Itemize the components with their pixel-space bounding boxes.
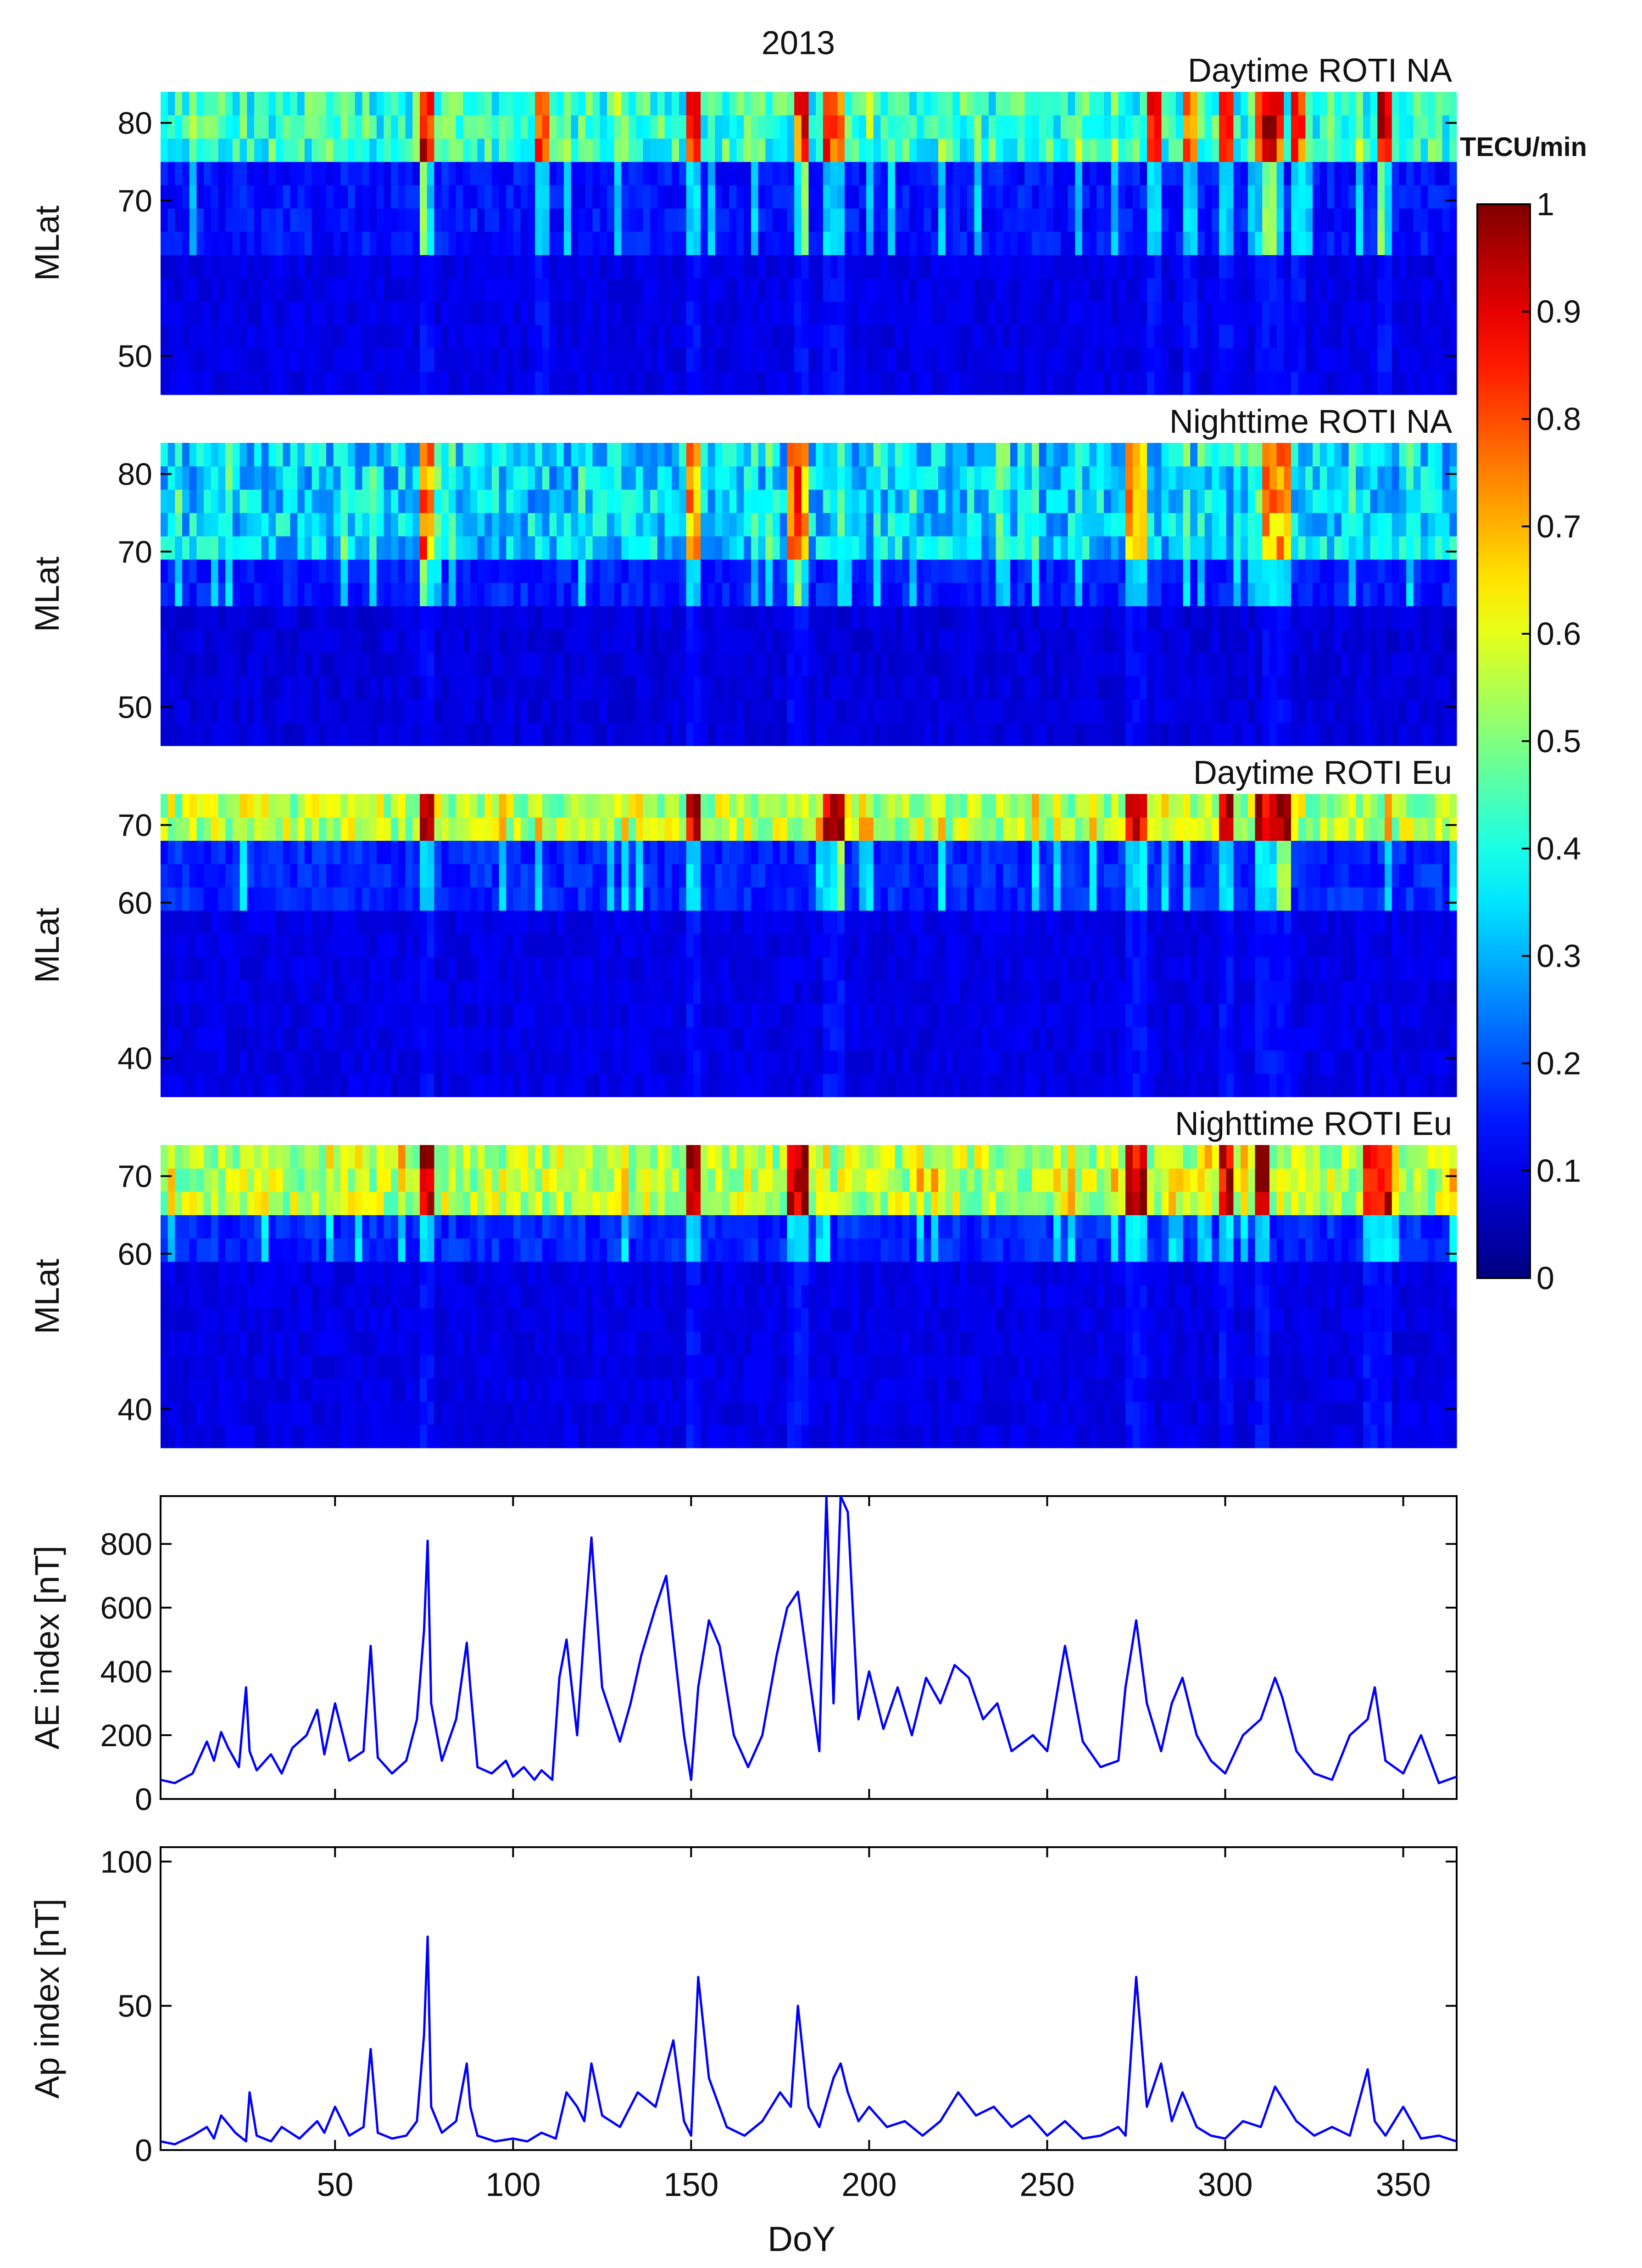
y-tick-label: 70	[117, 808, 152, 843]
y-tick-label: 60	[117, 1237, 152, 1272]
x-axis: 50 100 150 200 250 300 350 DoY	[317, 2167, 1430, 2259]
y-tick-label: 40	[117, 1041, 152, 1076]
y-axis-label-ap: Ap index [nT]	[28, 1899, 66, 2099]
y-tick-label: 0	[135, 2133, 152, 2168]
colorbar-tick-label: 0.6	[1536, 616, 1581, 652]
series-line-ap	[160, 1935, 1457, 2145]
y-tick-label: 70	[117, 1159, 152, 1194]
panel-night-eu: Nighttime ROTI Eu 40 60 70 MLat	[28, 1106, 1457, 1448]
heatmap-cells	[161, 443, 1457, 746]
heatmap-cells	[161, 1145, 1457, 1448]
x-tick-label: 250	[1019, 2167, 1074, 2203]
y-tick-label: 100	[100, 1844, 152, 1879]
y-tick-label: 400	[100, 1654, 152, 1689]
colorbar-tick-label: 0.9	[1536, 294, 1581, 330]
y-tick-label: 50	[117, 339, 152, 374]
x-tick-label: 100	[485, 2167, 540, 2203]
colorbar-tick-label: 0.2	[1536, 1045, 1581, 1081]
y-axis-label-night-eu: MLat	[28, 1258, 66, 1334]
panel-day-na: Daytime ROTI NA 50 70 80 MLat	[28, 52, 1457, 395]
y-axis-label-ae: AE index [nT]	[28, 1546, 66, 1749]
x-tick-label: 150	[663, 2167, 718, 2203]
plot-frame-ae	[160, 1495, 1458, 1800]
y-tick-label: 0	[135, 1782, 152, 1817]
panel-title-night-na: Nighttime ROTI NA	[1169, 403, 1452, 440]
x-tick-label: 350	[1376, 2167, 1431, 2203]
y-tick-label: 70	[117, 535, 152, 570]
panel-night-na: Nighttime ROTI NA 50 70 80 MLat	[28, 403, 1457, 746]
colorbar-tick-label: 0.8	[1536, 401, 1581, 437]
y-tick-label: 200	[100, 1718, 152, 1753]
panel-ap: 0 50 100 Ap index [nT]	[28, 1844, 1458, 2168]
panel-title-day-na: Daytime ROTI NA	[1188, 52, 1452, 89]
y-tick-label: 60	[117, 886, 152, 921]
colorbar-tick-label: 1	[1536, 186, 1554, 222]
y-tick-label: 50	[117, 690, 152, 725]
panel-title-night-eu: Nighttime ROTI Eu	[1175, 1106, 1452, 1142]
y-tick-label: 600	[100, 1591, 152, 1626]
colorbar-tick-label: 0.1	[1536, 1153, 1581, 1189]
y-tick-label: 40	[117, 1392, 152, 1427]
plot-frame-ap	[160, 1846, 1458, 2151]
colorbar-tick-label: 0.3	[1536, 938, 1581, 974]
figure-title: 2013	[762, 25, 835, 61]
colorbar-tick-label: 0.7	[1536, 508, 1581, 544]
colorbar: TECU/min 0 0.1 0.2 0.3 0.4 0.5 0.6 0.7 0.8 0.9 1	[1460, 132, 1587, 1296]
colorbar-tick-label: 0.4	[1536, 831, 1581, 866]
heatmap-cells	[161, 794, 1457, 1097]
colorbar-tick-label: 0.5	[1536, 723, 1581, 759]
y-tick-label: 70	[117, 184, 152, 218]
heatmap-cells	[161, 92, 1457, 395]
y-axis-label-day-na: MLat	[28, 205, 66, 281]
panel-title-day-eu: Daytime ROTI Eu	[1193, 754, 1452, 791]
y-axis-label-day-eu: MLat	[28, 907, 66, 983]
series-line-ae	[160, 1495, 1457, 1784]
colorbar-unit-label: TECU/min	[1460, 132, 1587, 162]
y-tick-label: 800	[100, 1527, 152, 1562]
x-tick-label: 300	[1197, 2167, 1252, 2203]
y-axis-label-night-na: MLat	[28, 556, 66, 632]
y-tick-label: 80	[117, 106, 152, 141]
colorbar-tick-label: 0	[1536, 1260, 1554, 1296]
x-axis-label: DoY	[768, 2220, 835, 2259]
colorbar-gradient	[1476, 203, 1531, 1279]
x-tick-label: 50	[317, 2167, 353, 2203]
x-tick-label: 200	[841, 2167, 896, 2203]
y-tick-label: 50	[117, 1989, 152, 2024]
panel-ae: 0 200 400 600 800 AE index [nT]	[28, 1495, 1458, 1817]
y-tick-label: 80	[117, 457, 152, 492]
panel-day-eu: Daytime ROTI Eu 40 60 70 MLat	[28, 754, 1457, 1097]
